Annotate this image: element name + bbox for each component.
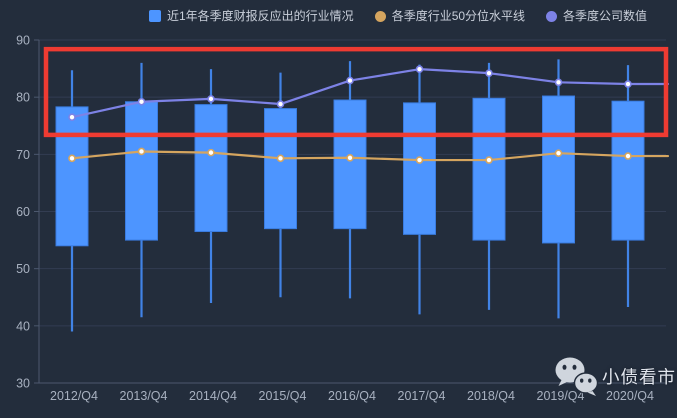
box (611, 100, 645, 241)
y-tick-label: 90 (16, 34, 30, 48)
x-axis-label: 2012/Q4 (50, 389, 98, 403)
legend: 近1年各季度财报反应出的行业情况 各季度行业50分位水平线 各季度公司数值 (149, 6, 647, 26)
y-tick-label: 30 (16, 377, 30, 391)
median-point (68, 154, 76, 163)
box (264, 108, 297, 230)
median-point (207, 148, 215, 157)
median-point (137, 147, 146, 156)
blue-square-marker-icon (149, 10, 161, 22)
box (55, 106, 89, 247)
watermark-text: 小债看市 (602, 366, 676, 387)
legend-item-company-value[interactable]: 各季度公司数值 (546, 6, 647, 26)
legend-item-industry-median[interactable]: 各季度行业50分位水平线 (374, 6, 526, 26)
x-axis-label: 2019/Q4 (537, 389, 585, 403)
company-point (485, 69, 493, 77)
y-tick-label: 50 (16, 262, 30, 276)
median-point (554, 149, 563, 157)
company-point (276, 100, 285, 108)
box (333, 99, 367, 230)
company-point (207, 95, 215, 103)
x-axis-label: 2020/Q4 (606, 389, 654, 403)
box (403, 102, 436, 235)
company-point (624, 80, 632, 88)
median-point (346, 153, 354, 162)
orange-circle-marker-icon (374, 10, 386, 22)
legend-item-industry-range[interactable]: 近1年各季度财报反应出的行业情况 (149, 6, 354, 26)
x-axis-label: 2017/Q4 (398, 389, 446, 403)
x-axis-label: 2014/Q4 (189, 389, 237, 403)
company-point (554, 78, 563, 87)
legend-label-company-value: 各季度公司数值 (563, 9, 648, 23)
wechat-icon (555, 357, 599, 396)
x-axis-label: 2013/Q4 (120, 389, 168, 403)
box (194, 104, 228, 233)
company-point (415, 65, 424, 73)
watermark: 小债看市 (553, 355, 676, 397)
box (472, 97, 506, 241)
purple-circle-marker-icon (546, 10, 558, 22)
y-tick-label: 60 (16, 205, 30, 219)
box (542, 95, 575, 244)
box (125, 101, 158, 241)
company-point (137, 97, 146, 106)
median-point (415, 156, 424, 164)
x-axis-label: 2015/Q4 (259, 389, 307, 403)
legend-label-industry-range: 近1年各季度财报反应出的行业情况 (167, 9, 354, 23)
company-point (68, 113, 76, 121)
y-tick-label: 40 (16, 319, 30, 333)
x-axis-label: 2016/Q4 (328, 389, 376, 403)
highlight-rect (43, 46, 669, 138)
median-point (485, 156, 493, 164)
company-line (70, 68, 670, 119)
x-axis-label: 2018/Q4 (467, 389, 515, 403)
legend-label-industry-median: 各季度行业50分位水平线 (391, 9, 526, 23)
median-point (624, 152, 632, 160)
company-point (346, 76, 354, 85)
median-point (276, 154, 285, 163)
y-tick-label: 70 (16, 148, 30, 162)
median-line (70, 150, 670, 162)
y-tick-label: 80 (16, 91, 30, 105)
